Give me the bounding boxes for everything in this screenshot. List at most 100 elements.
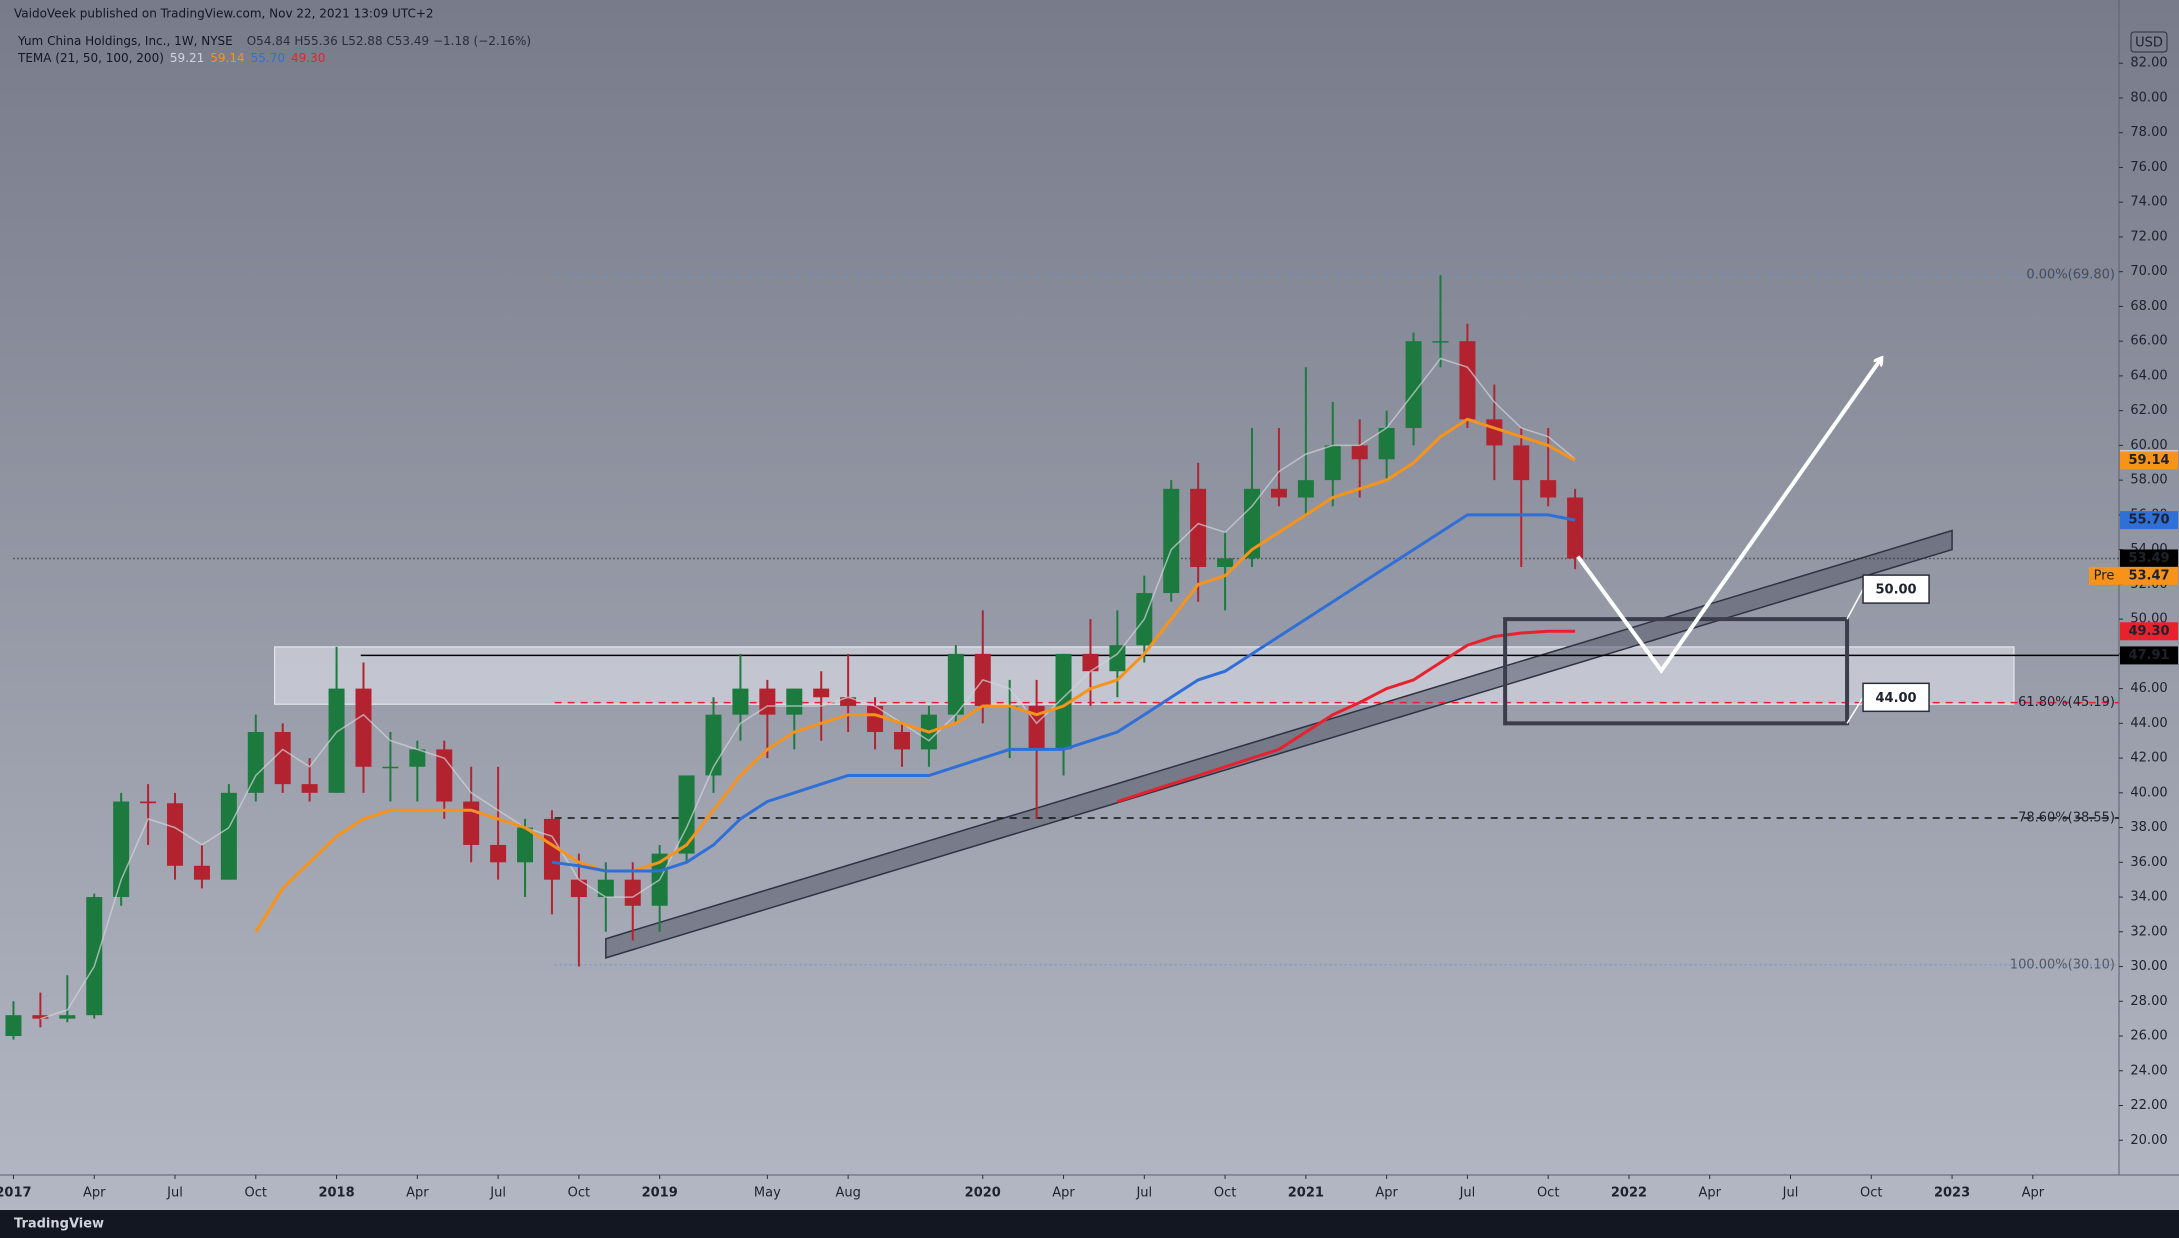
level-label: 100.00%(30.10) — [2010, 957, 2115, 972]
candle-body — [463, 801, 480, 845]
y-tick-label: 40.00 — [2130, 785, 2167, 800]
pre-tag — [2089, 566, 2178, 585]
y-tick-label: 30.00 — [2130, 959, 2167, 974]
candle-body — [1378, 428, 1395, 460]
y-tick-label: 44.00 — [2130, 716, 2167, 731]
x-tick-label: 2018 — [318, 1186, 354, 1201]
y-tick-label: 20.00 — [2130, 1133, 2167, 1148]
candle-body — [1028, 705, 1045, 750]
candle-body — [436, 749, 453, 802]
x-tick-label: Oct — [1537, 1186, 1559, 1201]
target-box — [1503, 617, 1850, 726]
x-tick-label: 2019 — [642, 1186, 678, 1201]
y-tick-label: 78.00 — [2130, 125, 2167, 140]
indicator-line — [551, 513, 1576, 873]
x-tick-label: May — [754, 1186, 781, 1201]
y-tick-label: 28.00 — [2130, 994, 2167, 1009]
y-tick-label: 26.00 — [2130, 1029, 2167, 1044]
price-tag-label: 55.70 — [2128, 513, 2169, 528]
y-tick-label: 42.00 — [2130, 751, 2167, 766]
x-tick-label: 2020 — [965, 1186, 1001, 1201]
candle-body — [1405, 341, 1422, 429]
candle-body — [1567, 497, 1584, 559]
x-tick-label: 2022 — [1611, 1186, 1647, 1201]
price-tag — [2120, 549, 2178, 568]
candle-body — [1244, 488, 1261, 559]
candle-body — [247, 732, 264, 793]
price-tag-label: 53.49 — [2128, 551, 2169, 566]
y-tick-label: 68.00 — [2130, 299, 2167, 314]
candle-body — [167, 803, 184, 866]
y-tick-label: 22.00 — [2130, 1098, 2167, 1113]
currency: USD — [2135, 36, 2163, 51]
y-tick-label: 32.00 — [2130, 924, 2167, 939]
axes: 20.00 22.00 24.00 26.00 28.00 30.00 32.00 34.00… — [0, 56, 2178, 1201]
symbol-line: Yum China Holdings, Inc., 1W, NYSE O54.84… — [17, 34, 531, 48]
currency-box[interactable] — [2130, 31, 2168, 53]
y-tick-label: 82.00 — [2130, 56, 2167, 71]
candle-body — [1217, 558, 1234, 567]
y-tick-label: 36.00 — [2130, 855, 2167, 870]
box-label: 50.00 — [1875, 583, 1916, 598]
candle-body — [1351, 445, 1368, 460]
candle-body — [140, 801, 157, 804]
x-tick-label: Oct — [568, 1186, 590, 1201]
candle-body — [5, 1015, 22, 1037]
candle-body — [1513, 445, 1530, 481]
symbol-title: Yum China Holdings, Inc., 1W, NYSE — [17, 34, 233, 48]
x-tick-label: Jul — [1459, 1186, 1476, 1201]
candle-body — [1486, 419, 1503, 446]
indicator-value: 59.21 — [170, 51, 204, 65]
y-tick-label: 62.00 — [2130, 403, 2167, 418]
x-tick-label: Oct — [245, 1186, 267, 1201]
x-tick-label: Apr — [406, 1186, 429, 1201]
x-tick-label: Oct — [1214, 1186, 1236, 1201]
indicator-value: 55.70 — [251, 51, 285, 65]
y-tick-label: 24.00 — [2130, 1063, 2167, 1078]
candle-body — [220, 792, 237, 880]
price-tag-label: 49.30 — [2128, 624, 2169, 639]
y-tick-label: 76.00 — [2130, 160, 2167, 175]
level-label: 78.60%(38.55) — [2018, 811, 2115, 826]
candle-body — [570, 879, 587, 898]
ohlc: O54.84 H55.36 L52.88 C53.49 −1.18 (−2.16… — [247, 34, 531, 48]
indicator-line — [40, 357, 1576, 1020]
x-tick-label: Jul — [489, 1186, 506, 1201]
candle-body — [1540, 480, 1557, 498]
y-tick-label: 80.00 — [2130, 90, 2167, 105]
candle-body — [193, 865, 210, 880]
candle-body — [893, 732, 910, 750]
indicator-value: 49.30 — [291, 51, 325, 65]
candle-body — [59, 1015, 76, 1019]
x-tick-label: 2017 — [0, 1186, 32, 1201]
level-label: 61.80%(45.19) — [2018, 695, 2115, 710]
candle-body — [113, 801, 130, 898]
y-tick-label: 46.00 — [2130, 681, 2167, 696]
indicator-label: TEMA (21, 50, 100, 200) — [17, 51, 164, 65]
plot-area: 0.00%(69.80) 61.80%(45.19) 78.60%(38.55) 10… — [5, 268, 2119, 1040]
candle-body — [409, 749, 426, 767]
indicator-value: 59.14 — [210, 51, 244, 65]
candle-body — [382, 766, 399, 769]
candle-body — [1297, 480, 1314, 498]
x-tick-label: Oct — [1860, 1186, 1882, 1201]
candle-body — [1190, 488, 1207, 567]
brand: TradingView — [14, 1217, 104, 1232]
y-tick-label: 64.00 — [2130, 368, 2167, 383]
candle-body — [1055, 653, 1072, 750]
price-tag — [2120, 451, 2178, 470]
x-tick-label: Jul — [1135, 1186, 1152, 1201]
publisher: VaidoVeek published on TradingView.com, … — [14, 7, 434, 21]
candle-body — [274, 732, 291, 785]
candle-body — [759, 688, 776, 715]
candle-body — [86, 897, 103, 1016]
candle-body — [597, 879, 614, 898]
indicator-line — [254, 417, 1576, 933]
pre-tag-label: Pre — [2094, 568, 2115, 583]
x-tick-label: Apr — [83, 1186, 106, 1201]
x-tick-label: Apr — [1698, 1186, 1721, 1201]
indicator-line — [1116, 629, 1576, 803]
projection-arrow — [1576, 359, 1881, 674]
y-tick-label: 58.00 — [2130, 473, 2167, 488]
